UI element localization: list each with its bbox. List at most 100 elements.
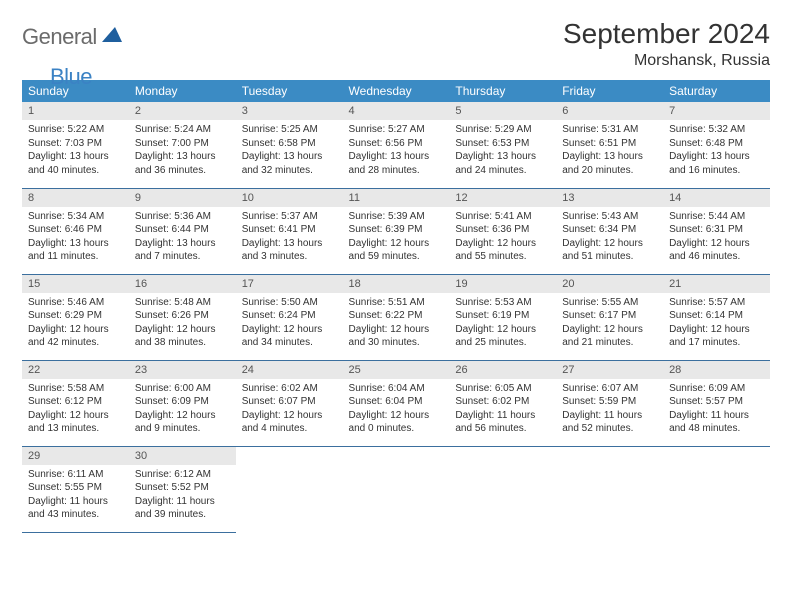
calendar-day-cell: 19Sunrise: 5:53 AMSunset: 6:19 PMDayligh… bbox=[449, 274, 556, 360]
calendar-table: SundayMondayTuesdayWednesdayThursdayFrid… bbox=[22, 80, 770, 533]
day-number: 21 bbox=[663, 275, 770, 293]
day-details: Sunrise: 5:44 AMSunset: 6:31 PMDaylight:… bbox=[663, 207, 770, 268]
weekday-header-row: SundayMondayTuesdayWednesdayThursdayFrid… bbox=[22, 80, 770, 102]
day-number: 9 bbox=[129, 189, 236, 207]
day-number: 3 bbox=[236, 102, 343, 120]
calendar-day-cell: 5Sunrise: 5:29 AMSunset: 6:53 PMDaylight… bbox=[449, 102, 556, 188]
calendar-day-cell: 9Sunrise: 5:36 AMSunset: 6:44 PMDaylight… bbox=[129, 188, 236, 274]
calendar-day-cell bbox=[449, 446, 556, 532]
day-details: Sunrise: 5:46 AMSunset: 6:29 PMDaylight:… bbox=[22, 293, 129, 354]
calendar-day-cell: 21Sunrise: 5:57 AMSunset: 6:14 PMDayligh… bbox=[663, 274, 770, 360]
calendar-day-cell: 24Sunrise: 6:02 AMSunset: 6:07 PMDayligh… bbox=[236, 360, 343, 446]
calendar-day-cell: 10Sunrise: 5:37 AMSunset: 6:41 PMDayligh… bbox=[236, 188, 343, 274]
day-number: 19 bbox=[449, 275, 556, 293]
day-details: Sunrise: 5:50 AMSunset: 6:24 PMDaylight:… bbox=[236, 293, 343, 354]
calendar-day-cell: 7Sunrise: 5:32 AMSunset: 6:48 PMDaylight… bbox=[663, 102, 770, 188]
day-number: 10 bbox=[236, 189, 343, 207]
day-number: 22 bbox=[22, 361, 129, 379]
day-number: 30 bbox=[129, 447, 236, 465]
calendar-week-row: 29Sunrise: 6:11 AMSunset: 5:55 PMDayligh… bbox=[22, 446, 770, 532]
day-number: 4 bbox=[343, 102, 450, 120]
day-details: Sunrise: 5:53 AMSunset: 6:19 PMDaylight:… bbox=[449, 293, 556, 354]
day-details: Sunrise: 5:22 AMSunset: 7:03 PMDaylight:… bbox=[22, 120, 129, 181]
day-number: 2 bbox=[129, 102, 236, 120]
calendar-day-cell: 1Sunrise: 5:22 AMSunset: 7:03 PMDaylight… bbox=[22, 102, 129, 188]
calendar-week-row: 8Sunrise: 5:34 AMSunset: 6:46 PMDaylight… bbox=[22, 188, 770, 274]
day-number: 14 bbox=[663, 189, 770, 207]
calendar-week-row: 15Sunrise: 5:46 AMSunset: 6:29 PMDayligh… bbox=[22, 274, 770, 360]
calendar-day-cell: 29Sunrise: 6:11 AMSunset: 5:55 PMDayligh… bbox=[22, 446, 129, 532]
logo: General bbox=[22, 24, 125, 50]
calendar-day-cell: 20Sunrise: 5:55 AMSunset: 6:17 PMDayligh… bbox=[556, 274, 663, 360]
calendar-day-cell bbox=[663, 446, 770, 532]
day-number: 24 bbox=[236, 361, 343, 379]
day-details: Sunrise: 5:57 AMSunset: 6:14 PMDaylight:… bbox=[663, 293, 770, 354]
calendar-day-cell: 23Sunrise: 6:00 AMSunset: 6:09 PMDayligh… bbox=[129, 360, 236, 446]
calendar-day-cell bbox=[343, 446, 450, 532]
calendar-day-cell: 22Sunrise: 5:58 AMSunset: 6:12 PMDayligh… bbox=[22, 360, 129, 446]
day-number: 16 bbox=[129, 275, 236, 293]
day-details: Sunrise: 5:39 AMSunset: 6:39 PMDaylight:… bbox=[343, 207, 450, 268]
calendar-day-cell: 14Sunrise: 5:44 AMSunset: 6:31 PMDayligh… bbox=[663, 188, 770, 274]
calendar-day-cell: 18Sunrise: 5:51 AMSunset: 6:22 PMDayligh… bbox=[343, 274, 450, 360]
day-details: Sunrise: 5:24 AMSunset: 7:00 PMDaylight:… bbox=[129, 120, 236, 181]
calendar-day-cell: 17Sunrise: 5:50 AMSunset: 6:24 PMDayligh… bbox=[236, 274, 343, 360]
day-number: 28 bbox=[663, 361, 770, 379]
calendar-day-cell: 13Sunrise: 5:43 AMSunset: 6:34 PMDayligh… bbox=[556, 188, 663, 274]
day-number: 26 bbox=[449, 361, 556, 379]
logo-text-blue: Blue bbox=[50, 64, 92, 90]
logo-text-general: General bbox=[22, 24, 97, 50]
day-details: Sunrise: 6:05 AMSunset: 6:02 PMDaylight:… bbox=[449, 379, 556, 440]
day-details: Sunrise: 5:34 AMSunset: 6:46 PMDaylight:… bbox=[22, 207, 129, 268]
day-details: Sunrise: 5:51 AMSunset: 6:22 PMDaylight:… bbox=[343, 293, 450, 354]
day-details: Sunrise: 5:32 AMSunset: 6:48 PMDaylight:… bbox=[663, 120, 770, 181]
day-number: 20 bbox=[556, 275, 663, 293]
weekday-header: Saturday bbox=[663, 80, 770, 102]
calendar-day-cell: 16Sunrise: 5:48 AMSunset: 6:26 PMDayligh… bbox=[129, 274, 236, 360]
month-title: September 2024 bbox=[563, 18, 770, 50]
day-details: Sunrise: 5:29 AMSunset: 6:53 PMDaylight:… bbox=[449, 120, 556, 181]
day-number: 15 bbox=[22, 275, 129, 293]
title-block: September 2024 Morshansk, Russia bbox=[563, 18, 770, 70]
day-number: 13 bbox=[556, 189, 663, 207]
day-details: Sunrise: 5:37 AMSunset: 6:41 PMDaylight:… bbox=[236, 207, 343, 268]
day-number: 5 bbox=[449, 102, 556, 120]
header: General September 2024 Morshansk, Russia bbox=[22, 18, 770, 70]
day-details: Sunrise: 5:27 AMSunset: 6:56 PMDaylight:… bbox=[343, 120, 450, 181]
day-details: Sunrise: 5:25 AMSunset: 6:58 PMDaylight:… bbox=[236, 120, 343, 181]
day-number: 6 bbox=[556, 102, 663, 120]
weekday-header: Tuesday bbox=[236, 80, 343, 102]
day-number: 27 bbox=[556, 361, 663, 379]
day-details: Sunrise: 6:07 AMSunset: 5:59 PMDaylight:… bbox=[556, 379, 663, 440]
weekday-header: Thursday bbox=[449, 80, 556, 102]
calendar-day-cell: 15Sunrise: 5:46 AMSunset: 6:29 PMDayligh… bbox=[22, 274, 129, 360]
day-details: Sunrise: 5:55 AMSunset: 6:17 PMDaylight:… bbox=[556, 293, 663, 354]
day-number: 8 bbox=[22, 189, 129, 207]
day-number: 12 bbox=[449, 189, 556, 207]
day-number: 23 bbox=[129, 361, 236, 379]
day-number: 17 bbox=[236, 275, 343, 293]
calendar-day-cell: 12Sunrise: 5:41 AMSunset: 6:36 PMDayligh… bbox=[449, 188, 556, 274]
calendar-day-cell: 28Sunrise: 6:09 AMSunset: 5:57 PMDayligh… bbox=[663, 360, 770, 446]
day-number: 25 bbox=[343, 361, 450, 379]
day-details: Sunrise: 6:11 AMSunset: 5:55 PMDaylight:… bbox=[22, 465, 129, 526]
day-details: Sunrise: 5:36 AMSunset: 6:44 PMDaylight:… bbox=[129, 207, 236, 268]
day-details: Sunrise: 5:31 AMSunset: 6:51 PMDaylight:… bbox=[556, 120, 663, 181]
day-number: 18 bbox=[343, 275, 450, 293]
calendar-day-cell: 25Sunrise: 6:04 AMSunset: 6:04 PMDayligh… bbox=[343, 360, 450, 446]
calendar-day-cell: 26Sunrise: 6:05 AMSunset: 6:02 PMDayligh… bbox=[449, 360, 556, 446]
day-number: 1 bbox=[22, 102, 129, 120]
calendar-day-cell: 30Sunrise: 6:12 AMSunset: 5:52 PMDayligh… bbox=[129, 446, 236, 532]
location-label: Morshansk, Russia bbox=[563, 52, 770, 70]
day-details: Sunrise: 6:00 AMSunset: 6:09 PMDaylight:… bbox=[129, 379, 236, 440]
day-details: Sunrise: 6:02 AMSunset: 6:07 PMDaylight:… bbox=[236, 379, 343, 440]
day-details: Sunrise: 6:09 AMSunset: 5:57 PMDaylight:… bbox=[663, 379, 770, 440]
calendar-week-row: 22Sunrise: 5:58 AMSunset: 6:12 PMDayligh… bbox=[22, 360, 770, 446]
weekday-header: Monday bbox=[129, 80, 236, 102]
weekday-header: Wednesday bbox=[343, 80, 450, 102]
calendar-day-cell bbox=[556, 446, 663, 532]
logo-triangle-icon bbox=[101, 26, 123, 49]
day-details: Sunrise: 5:41 AMSunset: 6:36 PMDaylight:… bbox=[449, 207, 556, 268]
calendar-day-cell bbox=[236, 446, 343, 532]
day-details: Sunrise: 6:12 AMSunset: 5:52 PMDaylight:… bbox=[129, 465, 236, 526]
